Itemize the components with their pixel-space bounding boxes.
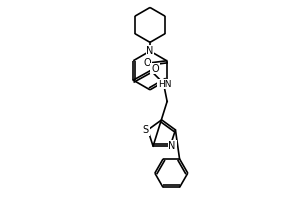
Text: HN: HN (158, 80, 172, 89)
Text: O: O (143, 58, 151, 68)
Text: N: N (146, 46, 154, 56)
Text: N: N (168, 141, 176, 151)
Text: O: O (151, 64, 159, 74)
Text: S: S (143, 125, 149, 135)
